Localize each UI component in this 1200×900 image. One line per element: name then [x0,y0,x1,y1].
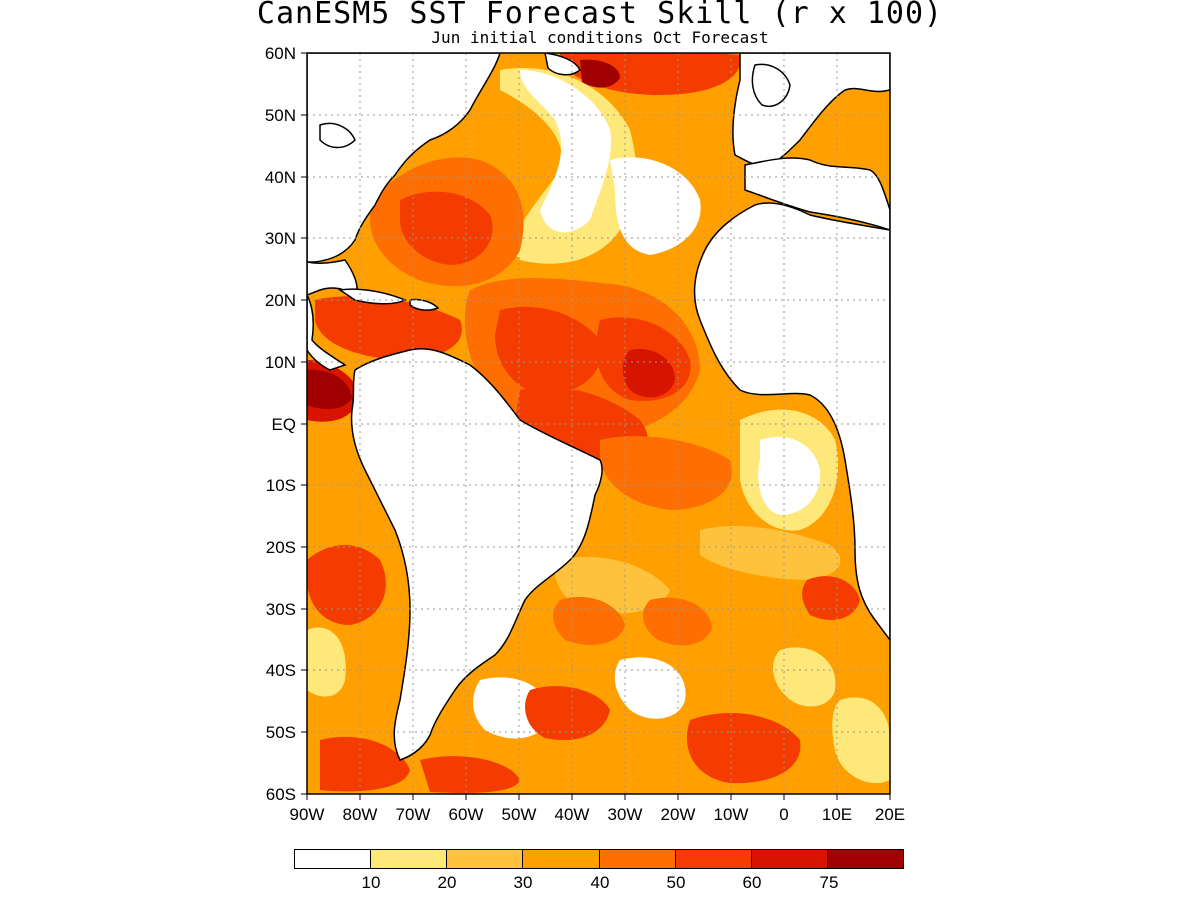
central-america [307,294,347,371]
lon-label: 30W [607,805,643,824]
graticule [307,53,890,794]
colorbar [294,849,904,869]
colorbar-swatch [598,849,675,869]
map-title: CanESM5 SST Forecast Skill (r x 100) [256,0,944,31]
lat-label: 20N [264,291,296,310]
lat-label: 50N [264,106,296,125]
lat-label: 40S [265,661,296,680]
lat-label: 60N [264,44,296,63]
lat-label: 40N [264,168,296,187]
north-america [307,53,501,263]
lat-label: 10S [265,476,296,495]
british-isles [751,63,791,107]
lat-label: EQ [271,415,296,434]
land-masses [307,53,890,761]
lat-label: 10N [264,353,296,372]
iceland [544,53,581,76]
map-subtitle: Jun initial conditions Oct Forecast [431,28,769,47]
colorbar-swatch [446,849,523,869]
colorbar-swatch [294,849,371,869]
colorbar-label: 75 [819,873,839,892]
lon-label: 20E [874,805,906,824]
lon-label: 10E [821,805,853,824]
lon-label: 90W [289,805,325,824]
colorbar-label: 40 [590,873,610,892]
colorbar-label: 60 [742,873,762,892]
lat-label: 30N [264,229,296,248]
lat-label: 60S [265,785,296,804]
south-america [350,347,603,761]
lon-label: 80W [342,805,378,824]
lon-label: 50W [501,805,537,824]
hispaniola [409,298,440,311]
gulf-coast [307,259,358,297]
lon-label: 20W [660,805,696,824]
lon-label: 70W [395,805,431,824]
colorbar-swatch [370,849,447,869]
lat-label: 50S [265,723,296,742]
mediterranean-coast [744,157,890,231]
lat-label: 30S [265,600,296,619]
colorbar-swatch [522,849,599,869]
axis-ticks [301,52,891,800]
colorbar-label: 10 [361,873,381,892]
africa [693,202,890,642]
lon-label: 10W [713,805,749,824]
colorbar-label: 50 [666,873,686,892]
lon-label: 0 [779,805,789,824]
colorbar-swatch [674,849,751,869]
lon-label: 60W [448,805,484,824]
colorbar-swatch [750,849,827,869]
colorbar-label: 30 [513,873,533,892]
great-lakes [319,122,356,149]
colorbar-label: 20 [437,873,457,892]
lon-label: 40W [554,805,590,824]
colorbar-swatch [826,849,904,869]
lat-label: 20S [265,538,296,557]
